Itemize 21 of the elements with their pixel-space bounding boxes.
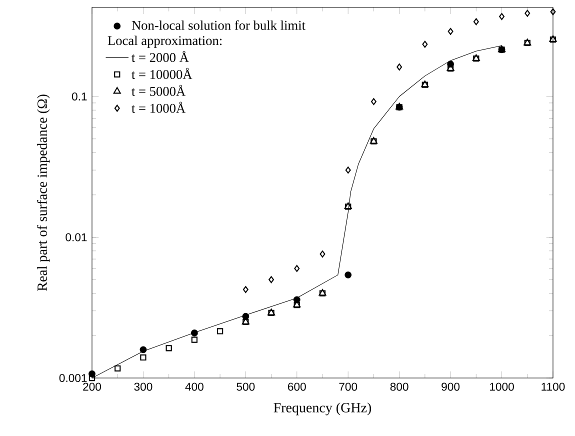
y-tick-label: 0.01 xyxy=(66,233,87,242)
x-axis-title: Frequency (GHz) xyxy=(274,402,372,416)
legend-label: t = 5000Å xyxy=(132,84,186,96)
x-tick-label: 600 xyxy=(288,382,306,391)
x-tick-label: 1100 xyxy=(542,382,565,391)
y-axis-title: Real part of surface impedance (Ω) xyxy=(36,94,50,291)
legend-label: t = 1000Å xyxy=(132,102,186,113)
legend-label: t = 10000Å xyxy=(132,68,192,79)
legend-label: t = 2000 Å xyxy=(132,50,189,62)
x-tick-label: 200 xyxy=(83,382,101,391)
legend-label: Non-local solution for bulk limit xyxy=(132,20,306,30)
x-tick-label: 400 xyxy=(185,382,204,391)
x-tick-label: 1000 xyxy=(490,382,514,391)
x-tick-label: 700 xyxy=(339,382,358,391)
x-tick-label: 800 xyxy=(390,382,408,391)
x-tick-label: 500 xyxy=(236,382,255,391)
legend-title: Local approximation: xyxy=(108,36,222,48)
y-tick-label: 0.001 xyxy=(59,374,87,382)
x-tick-label: 300 xyxy=(134,382,152,391)
x-tick-label: 900 xyxy=(442,382,460,391)
y-tick-label: 0.1 xyxy=(72,92,87,100)
